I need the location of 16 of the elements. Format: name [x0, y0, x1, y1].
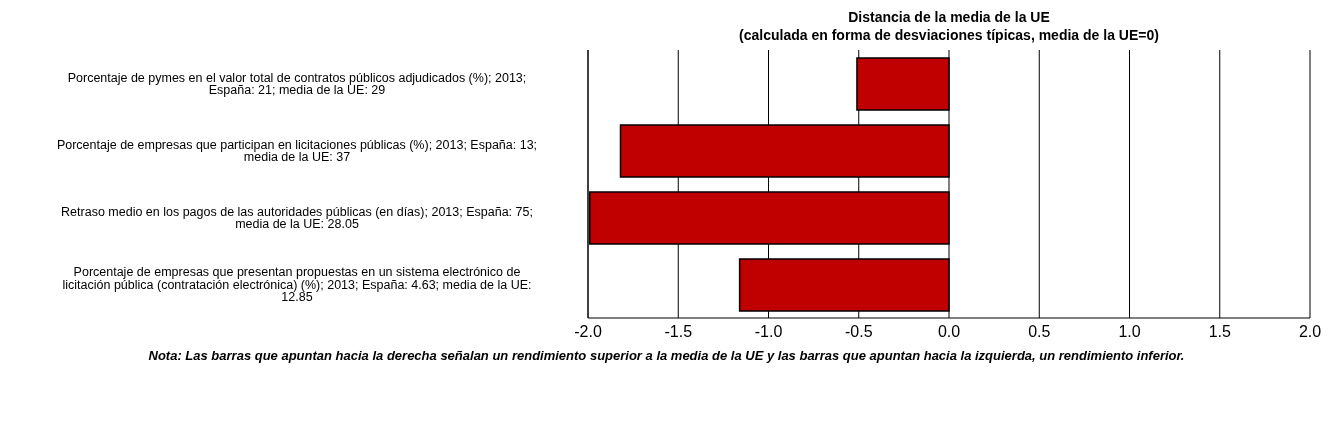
y-tick-label: Retraso medio en los pagos de las autoridades públicas (en días); 2013; España: 75; media de la UE: 28.05	[61, 204, 533, 232]
y-tick-label: Porcentaje de empresas que participan en licitaciones públicas (%); 2013; España: 13; media de la UE: 37	[56, 137, 538, 165]
x-tick-label: 2.0	[1298, 323, 1322, 341]
x-tick-label: 1.5	[1208, 323, 1231, 341]
chart-title: Distancia de la media de la UE	[847, 8, 1051, 26]
y-tick-label: Porcentaje de pymes en el valor total de contratos públicos adjudicados (%); 2013; España: 21; media de la UE: 29	[67, 70, 527, 98]
x-tick-label: 0.0	[937, 323, 961, 341]
chart-subtitle: (calculada en forma de desviaciones típicas, media de la UE=0)	[738, 26, 1160, 44]
x-tick-label: -2.0	[574, 323, 602, 341]
y-tick-label: Porcentaje de empresas que presentan propuestas en un sistema electrónico de licitación pública (contratación electrónica) (%); 2013; España: 4.63; media de la UE: 12.85	[62, 265, 532, 305]
text: Nota: Las barras que apuntan hacia la derecha señalan un rendimiento superior a la media de la UE y las barras que apuntan hacia la izquierda, un rendimiento inferior.	[147, 348, 1186, 364]
x-tick-label: 0.5	[1028, 323, 1051, 341]
x-tick-label: 1.0	[1118, 323, 1141, 341]
x-tick-label: -1.5	[664, 323, 693, 341]
x-tick-label: -1.0	[754, 323, 783, 341]
x-tick-label: -0.5	[844, 323, 873, 341]
